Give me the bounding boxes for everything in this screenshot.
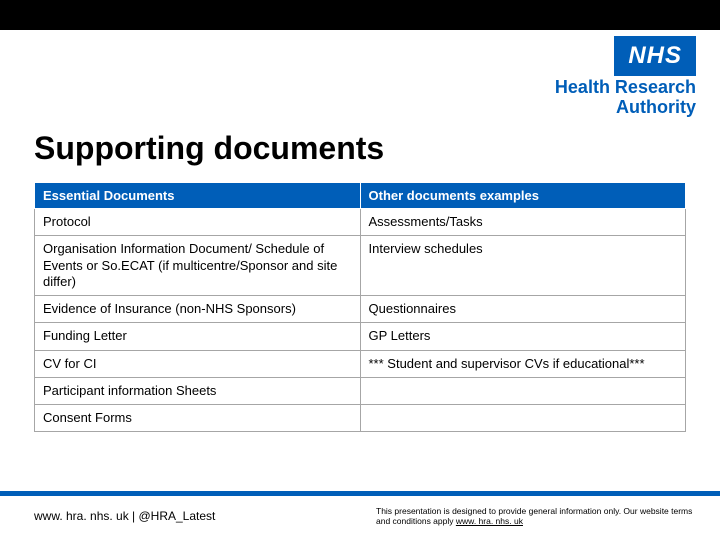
footer-link: www. hra. nhs. uk	[456, 516, 523, 526]
cell: Protocol	[35, 209, 361, 236]
nhs-logo: NHS Health Research Authority	[555, 36, 696, 118]
table-row: Protocol Assessments/Tasks	[35, 209, 686, 236]
table-row: Consent Forms	[35, 405, 686, 432]
cell: *** Student and supervisor CVs if educat…	[360, 350, 686, 377]
cell: Evidence of Insurance (non-NHS Sponsors)	[35, 296, 361, 323]
page-title: Supporting documents	[34, 130, 384, 167]
cell: Funding Letter	[35, 323, 361, 350]
cell: Questionnaires	[360, 296, 686, 323]
cell	[360, 377, 686, 404]
cell: Interview schedules	[360, 236, 686, 296]
cell	[360, 405, 686, 432]
cell: CV for CI	[35, 350, 361, 377]
table-row: Funding Letter GP Letters	[35, 323, 686, 350]
documents-table: Essential Documents Other documents exam…	[34, 182, 686, 432]
cell: Consent Forms	[35, 405, 361, 432]
table-header-other: Other documents examples	[360, 183, 686, 209]
footer: www. hra. nhs. uk | @HRA_Latest This pre…	[0, 491, 720, 540]
logo-line2: Authority	[555, 98, 696, 118]
logo-line1: Health Research	[555, 78, 696, 98]
cell: Participant information Sheets	[35, 377, 361, 404]
cell: Assessments/Tasks	[360, 209, 686, 236]
table-row: Evidence of Insurance (non-NHS Sponsors)…	[35, 296, 686, 323]
cell: GP Letters	[360, 323, 686, 350]
nhs-badge: NHS	[614, 36, 696, 76]
footer-disclaimer: This presentation is designed to provide…	[376, 506, 696, 526]
top-bar	[0, 0, 720, 30]
table-row: Participant information Sheets	[35, 377, 686, 404]
cell: Organisation Information Document/ Sched…	[35, 236, 361, 296]
table-row: CV for CI *** Student and supervisor CVs…	[35, 350, 686, 377]
footer-url: www. hra. nhs. uk | @HRA_Latest	[34, 509, 215, 523]
table-header-essential: Essential Documents	[35, 183, 361, 209]
table-row: Organisation Information Document/ Sched…	[35, 236, 686, 296]
